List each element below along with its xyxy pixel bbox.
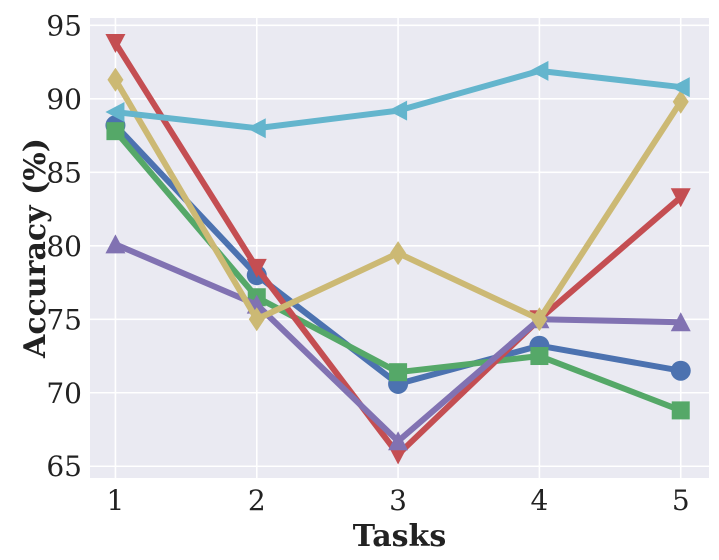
y-tick-label: 85 [46, 156, 82, 189]
x-tick-label: 5 [672, 484, 690, 517]
diamond-marker [531, 307, 548, 332]
x-tick-label: 3 [389, 484, 407, 517]
y-tick-label: 90 [46, 83, 82, 116]
triangle-up-marker [670, 312, 691, 332]
y-tick-label: 80 [46, 230, 82, 263]
x-tick-label: 4 [530, 484, 548, 517]
y-tick-labels: 65 70 75 80 85 90 95 [46, 9, 82, 483]
series-4 [107, 67, 689, 332]
triangle-down-marker [246, 258, 267, 278]
x-axis-title: Tasks [353, 519, 446, 554]
triangle-left-marker [670, 77, 690, 98]
series-layer [105, 33, 691, 465]
y-tick-label: 95 [46, 9, 82, 42]
diamond-marker [107, 67, 124, 92]
square-marker [671, 401, 690, 420]
x-tick-labels: 1 2 3 4 5 [107, 484, 690, 517]
diamond-marker [248, 307, 265, 332]
square-marker [389, 363, 408, 382]
diamond-marker [672, 89, 689, 114]
x-tick-label: 1 [107, 484, 125, 517]
y-tick-label: 70 [46, 377, 82, 410]
triangle-left-marker [388, 100, 408, 121]
triangle-left-marker [246, 118, 266, 139]
y-axis-title: Accuracy (%) [18, 138, 53, 359]
triangle-left-marker [529, 60, 549, 81]
y-tick-label: 75 [46, 303, 82, 336]
x-tick-label: 2 [248, 484, 266, 517]
square-marker [530, 347, 549, 366]
diamond-marker [390, 241, 407, 266]
y-tick-label: 65 [46, 450, 82, 483]
series-5 [105, 60, 690, 139]
triangle-down-marker [670, 188, 691, 208]
triangle-up-marker [105, 234, 126, 254]
circle-marker [670, 360, 691, 381]
triangle-left-marker [105, 102, 125, 123]
triangle-down-marker [105, 33, 126, 53]
square-marker [106, 122, 125, 141]
triangle-up-marker [388, 431, 409, 451]
